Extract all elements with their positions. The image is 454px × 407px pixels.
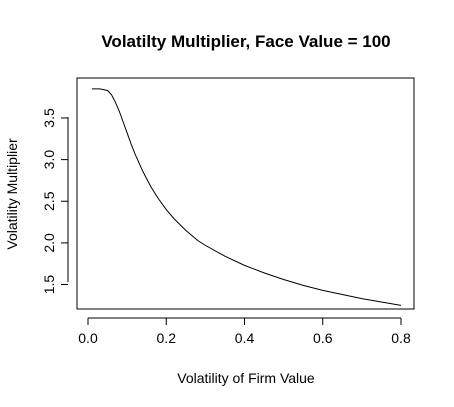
y-tick-label: 1.5 (41, 275, 57, 295)
plot-frame (76, 77, 415, 310)
y-tick-label: 2.5 (41, 191, 57, 211)
x-tick-label: 0.8 (391, 330, 411, 346)
y-tick-label: 3.5 (41, 108, 57, 128)
y-tick-label: 2.0 (41, 233, 57, 253)
y-axis-label: Volatility Multiplier (4, 138, 20, 250)
x-tick-label: 0.6 (313, 330, 333, 346)
y-axis: 1.5 2.0 2.5 3.0 3.5 (41, 108, 69, 295)
x-tick-label: 0.2 (157, 330, 177, 346)
x-tick-label: 0.4 (235, 330, 255, 346)
series-line (91, 88, 402, 306)
y-tick-label: 3.0 (41, 150, 57, 170)
x-axis-label: Volatility of Firm Value (177, 370, 315, 386)
chart-title: Volatilty Multiplier, Face Value = 100 (101, 32, 390, 51)
x-axis: 0.0 0.2 0.4 0.6 0.8 (78, 317, 411, 346)
x-tick-label: 0.0 (78, 330, 98, 346)
